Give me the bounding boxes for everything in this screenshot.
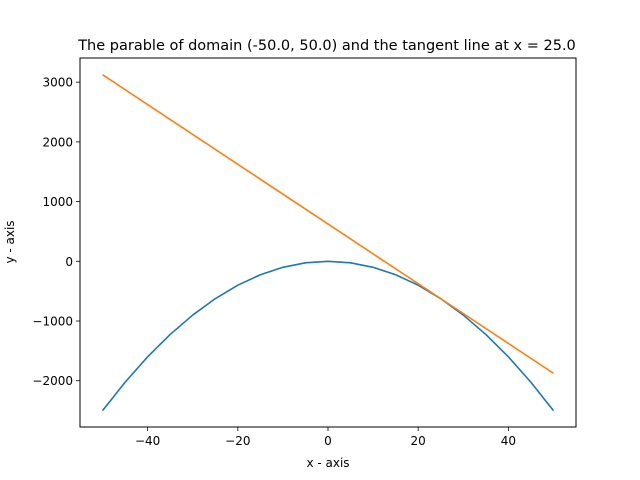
x-tick-label: 0 [324, 434, 332, 448]
x-tick-label: −40 [135, 434, 160, 448]
y-tick-label: −2000 [32, 374, 73, 388]
chart-title: The parable of domain (-50.0, 50.0) and … [77, 38, 576, 54]
series-line-1 [101, 260, 555, 412]
x-tick-label: 40 [501, 434, 516, 448]
series-layer [101, 74, 555, 412]
y-ticks: −2000 −1000 0 1000 2000 3000 [32, 76, 80, 388]
y-tick-label: −1000 [32, 315, 73, 329]
x-ticks: −40 −20 0 20 40 [135, 427, 516, 448]
x-tick-label: 20 [411, 434, 426, 448]
x-axis-label: x - axis [306, 456, 349, 470]
y-tick-label: 0 [65, 255, 73, 269]
y-axis-label: y - axis [3, 220, 17, 263]
y-tick-label: 1000 [42, 195, 73, 209]
series-line-2 [102, 74, 554, 374]
x-tick-label: −20 [225, 434, 250, 448]
plot-frame [79, 57, 577, 428]
y-tick-label: 3000 [42, 76, 73, 90]
y-tick-label: 2000 [42, 135, 73, 149]
